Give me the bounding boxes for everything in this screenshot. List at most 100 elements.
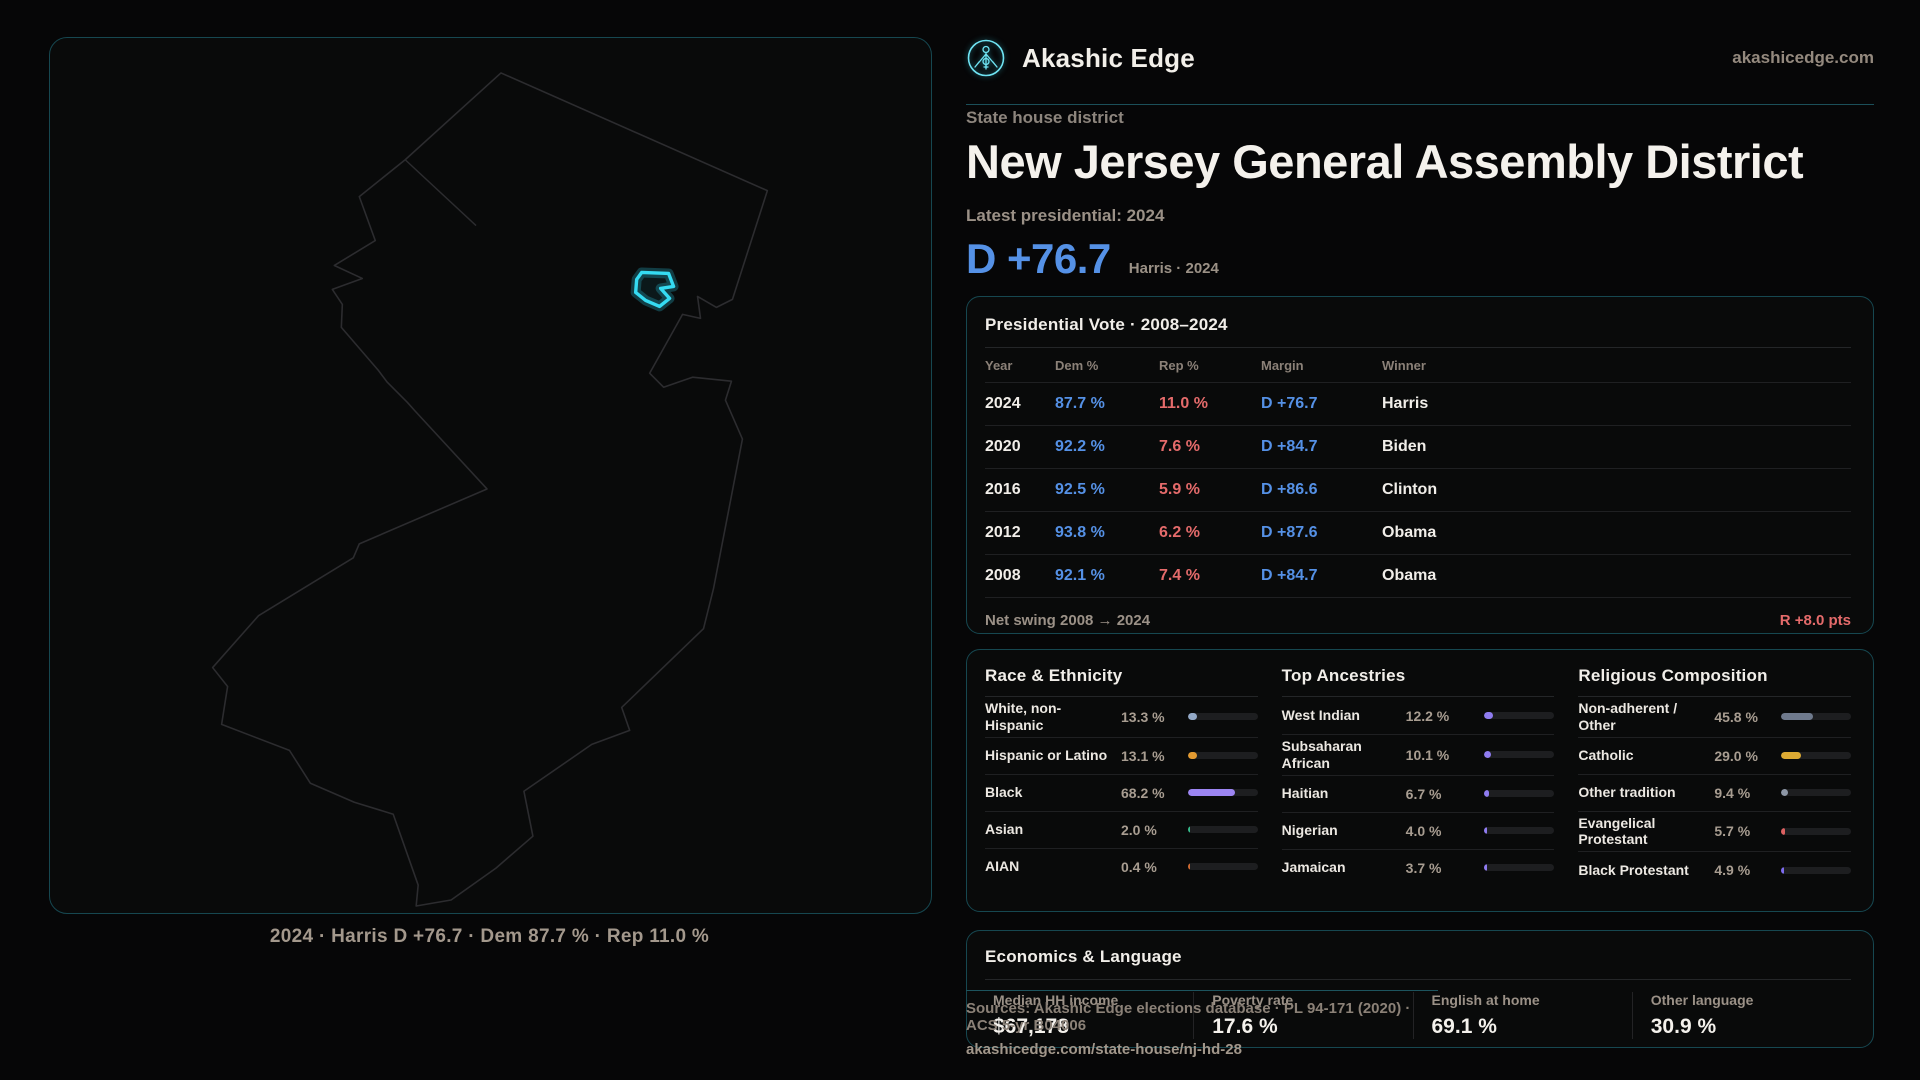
stat-label: Jamaican: [1281, 859, 1346, 876]
akashic-edge-logo-icon: [967, 39, 1005, 77]
stat-label: Non-adherent / Other: [1578, 700, 1678, 733]
district-shape[interactable]: [633, 270, 676, 309]
stat-bar: [1187, 713, 1258, 721]
stat-value: 12.2 %: [1405, 707, 1450, 724]
stat-value: 17.6 %: [1212, 1015, 1278, 1038]
stat-bar: [1781, 827, 1852, 835]
top-ancestries-title: Top Ancestries: [1281, 666, 1406, 685]
map-caption: 2024 · Harris D +76.7 · Dem 87.7 % · Rep…: [269, 926, 710, 947]
stat-row: Haitian 6.7 %: [1281, 774, 1555, 812]
margin-cell: D +84.7: [1261, 567, 1318, 584]
stat-row: White, non-Hispanic 13.3 %: [985, 697, 1258, 737]
stat-value: 6.7 %: [1405, 785, 1442, 802]
stat-bar: [1484, 751, 1555, 759]
stat-bar-fill: [1187, 789, 1236, 797]
stat-bar: [1187, 789, 1258, 797]
rep-cell: 6.2 %: [1159, 524, 1200, 541]
year-cell: 2024: [985, 395, 1021, 412]
stat-value: 68.2 %: [1121, 784, 1165, 801]
stat-label: Haitian: [1281, 785, 1329, 802]
stat-label: Catholic: [1578, 747, 1634, 764]
stat-bar-fill: [1187, 713, 1197, 721]
stat-bar-fill: [1187, 752, 1197, 760]
stat-label: Black: [985, 784, 1023, 801]
dem-cell: 93.8 %: [1055, 524, 1105, 541]
stat-value: 9.4 %: [1714, 784, 1751, 801]
stat-bar-fill: [1781, 789, 1788, 797]
year-cell: 2016: [985, 481, 1021, 498]
stat-bar-fill: [1781, 752, 1802, 760]
table-header-row: Year Dem % Rep % Margin Winner: [985, 348, 1851, 382]
stat-bar: [1484, 712, 1555, 719]
stat-bar: [1781, 752, 1852, 760]
stat-row: Hispanic or Latino 13.1 %: [985, 736, 1258, 774]
latest-presidential-label: Latest presidential: 2024: [966, 206, 1165, 225]
rep-cell: 5.9 %: [1159, 481, 1200, 498]
stat-row: Nigerian 4.0 %: [1281, 811, 1555, 849]
rep-cell: 11.0 %: [1159, 395, 1208, 412]
stat-value: 5.7 %: [1714, 823, 1751, 840]
winner-cell: Clinton: [1382, 481, 1438, 498]
year-cell: 2012: [985, 524, 1021, 541]
stat-row: West Indian 12.2 %: [1282, 697, 1555, 734]
winner-cell: Biden: [1382, 438, 1427, 455]
stat-row: Asian 2.0 %: [985, 810, 1258, 848]
nj-internal-boundary: [404, 159, 477, 227]
stat-label: Subsaharan African: [1281, 738, 1362, 771]
col-header-margin: Margin: [1261, 357, 1304, 373]
stat-value: 30.9 %: [1650, 1015, 1717, 1038]
margin-cell: D +76.7: [1261, 395, 1318, 412]
margin-value: D +76.7: [966, 235, 1111, 282]
stat-bar: [1781, 866, 1852, 874]
headline-margin: D +76.7 Harris · 2024: [966, 238, 1219, 280]
demographics-panel: Race & Ethnicity White, non-Hispanic 13.…: [966, 649, 1874, 912]
race-ethnicity-title: Race & Ethnicity: [985, 666, 1123, 685]
stat-bar: [1187, 752, 1258, 760]
stat-value: 3.7 %: [1405, 859, 1442, 876]
stat-value: 29.0 %: [1714, 747, 1758, 764]
table-row: 2016 92.5 % 5.9 % D +86.6 Clinton: [985, 468, 1851, 511]
stat-value: 2.0 %: [1121, 821, 1157, 838]
permalink[interactable]: akashicedge.com/state-house/nj-hd-28: [966, 1041, 1242, 1058]
stat-row: Catholic 29.0 %: [1578, 736, 1852, 774]
header-divider: [966, 104, 1874, 105]
economics-language-title: Economics & Language: [985, 947, 1182, 966]
stat-label: Other tradition: [1578, 784, 1676, 801]
presidential-vote-title: Presidential Vote · 2008–2024: [985, 315, 1228, 334]
stat-label: Asian: [985, 821, 1024, 838]
dem-cell: 87.7 %: [1055, 395, 1105, 412]
stat-value: 13.1 %: [1121, 747, 1165, 764]
stat-bar-fill: [1484, 864, 1488, 872]
brand-domain-link[interactable]: akashicedge.com: [1732, 48, 1874, 67]
stat-row: Black Protestant 4.9 %: [1578, 851, 1852, 888]
stat-row: Non-adherent / Other 45.8 %: [1578, 697, 1852, 737]
stat-english-at-home: English at home 69.1 %: [1412, 992, 1632, 1039]
stat-bar-fill: [1781, 713, 1814, 721]
presidential-vote-panel: Presidential Vote · 2008–2024 Year Dem %…: [966, 296, 1874, 634]
stat-bar: [1187, 863, 1258, 871]
top-ancestries-section: Top Ancestries West Indian 12.2 % Subsah…: [1281, 666, 1555, 903]
divider: [985, 347, 1851, 348]
stat-label: English at home: [1431, 992, 1540, 1008]
col-header-year: Year: [985, 357, 1013, 373]
year-cell: 2008: [985, 567, 1021, 584]
stat-bar: [1187, 826, 1258, 834]
stat-bar-fill: [1781, 866, 1785, 874]
stat-label: Median HH income: [993, 992, 1119, 1008]
net-swing-row: Net swing 2008 → 2024 R +8.0 pts: [985, 597, 1851, 642]
table-row: 2020 92.2 % 7.6 % D +84.7 Biden: [985, 425, 1851, 468]
stat-label: West Indian: [1281, 707, 1360, 724]
stat-row: AIAN 0.4 %: [985, 847, 1258, 885]
stat-label: Nigerian: [1281, 822, 1338, 839]
dem-cell: 92.1 %: [1055, 567, 1105, 584]
col-header-dem: Dem %: [1055, 357, 1099, 373]
stat-bar-fill: [1187, 863, 1191, 871]
stat-bar: [1484, 827, 1555, 835]
stat-row: Evangelical Protestant 5.7 %: [1578, 810, 1852, 852]
stat-value: 45.8 %: [1714, 708, 1758, 725]
stat-label: White, non-Hispanic: [985, 700, 1062, 733]
detail-column: Akashic Edge akashicedge.com State house…: [966, 0, 1920, 1080]
stat-bar-fill: [1484, 712, 1493, 719]
margin-cell: D +86.6: [1261, 481, 1318, 498]
